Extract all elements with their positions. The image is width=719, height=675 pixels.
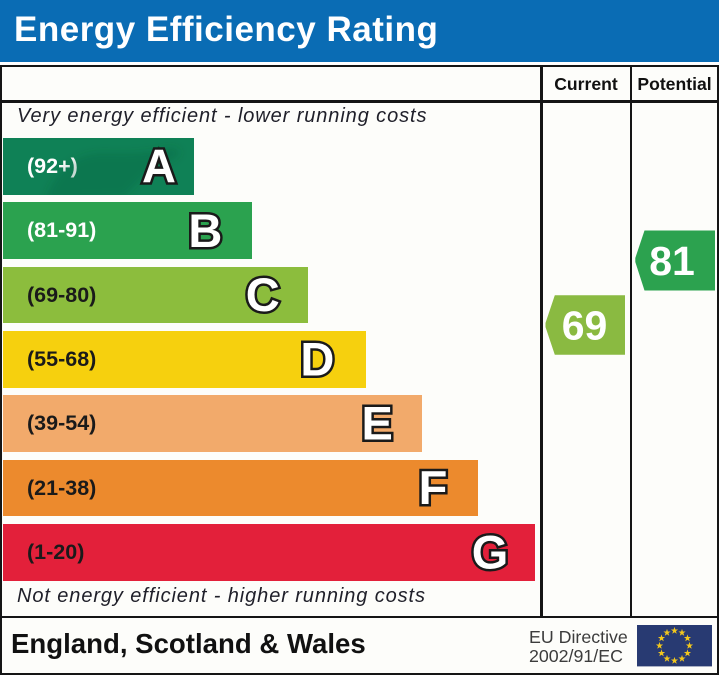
svg-text:C: C [246, 268, 280, 321]
svg-text:A: A [142, 140, 176, 193]
svg-text:69: 69 [562, 303, 608, 349]
svg-text:E: E [362, 397, 393, 450]
svg-text:G: G [472, 525, 509, 578]
svg-text:81: 81 [649, 238, 695, 284]
svg-text:D: D [300, 332, 334, 385]
svg-text:B: B [188, 204, 222, 257]
svg-text:F: F [419, 461, 448, 514]
